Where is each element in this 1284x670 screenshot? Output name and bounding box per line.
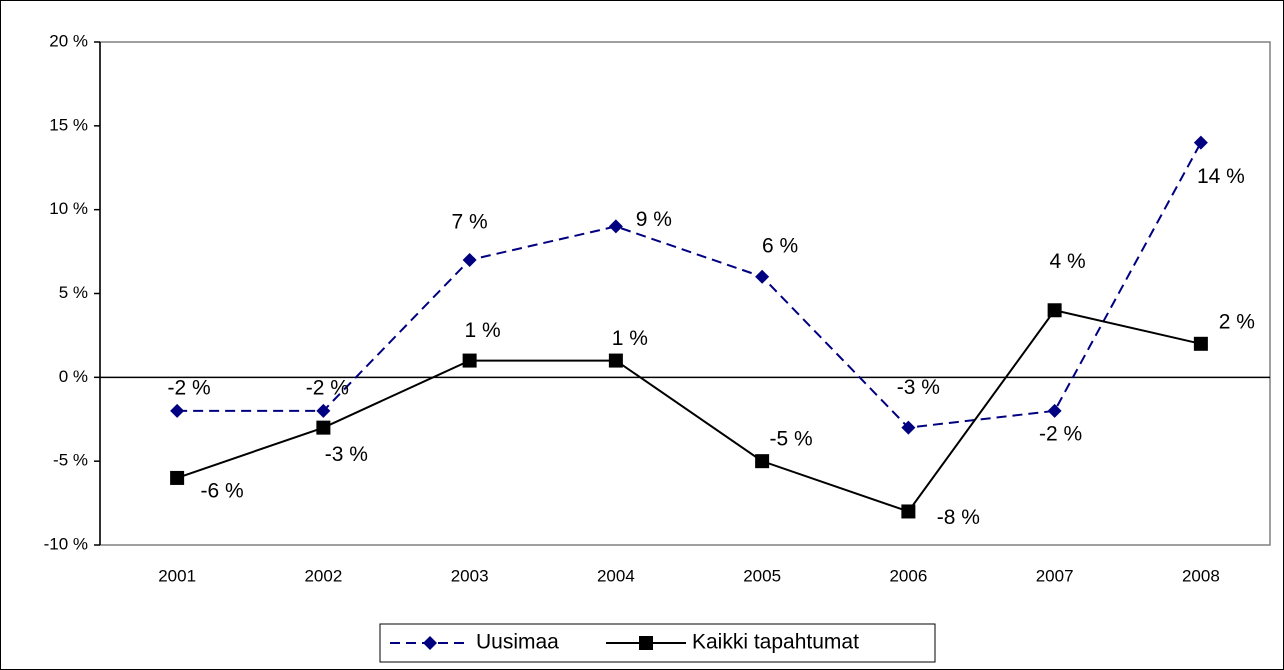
data-point (901, 420, 916, 435)
data-label: -3 % (897, 376, 940, 399)
legend-label: Uusimaa (476, 631, 559, 654)
y-tick-label: 5 % (59, 283, 88, 302)
data-point (1193, 336, 1208, 351)
x-tick-label: 2001 (158, 566, 196, 585)
data-label: -8 % (937, 506, 980, 529)
data-point (1047, 403, 1062, 418)
data-point (170, 403, 185, 418)
data-label: -2 % (1039, 422, 1082, 445)
data-point (608, 219, 623, 234)
y-tick-label: 10 % (49, 199, 88, 218)
x-tick-label: 2004 (597, 566, 635, 585)
data-label: -2 % (168, 376, 211, 399)
data-label: 2 % (1219, 310, 1255, 333)
x-tick-label: 2002 (304, 566, 342, 585)
data-label: 14 % (1197, 165, 1245, 188)
x-tick-label: 2005 (743, 566, 781, 585)
data-point (755, 454, 770, 469)
data-label: -5 % (770, 428, 813, 451)
data-label: 9 % (636, 208, 672, 231)
data-label: -3 % (325, 443, 368, 466)
data-point (316, 403, 331, 418)
data-label: 7 % (452, 211, 488, 234)
data-point (462, 252, 477, 267)
data-point (1193, 135, 1208, 150)
legend-marker (639, 636, 653, 650)
data-point (170, 470, 185, 485)
y-tick-label: 15 % (49, 115, 88, 134)
x-tick-label: 2008 (1182, 566, 1220, 585)
data-point (316, 420, 331, 435)
x-tick-label: 2003 (451, 566, 489, 585)
y-tick-label: 20 % (49, 31, 88, 50)
series-line (177, 142, 1202, 429)
data-label: -2 % (306, 376, 349, 399)
x-tick-label: 2006 (889, 566, 927, 585)
data-point (1047, 303, 1062, 318)
data-label: 4 % (1050, 250, 1086, 273)
data-point (901, 504, 916, 519)
y-tick-label: 0 % (59, 367, 88, 386)
data-label: -6 % (201, 479, 244, 502)
legend-label: Kaikki tapahtumat (692, 631, 859, 654)
data-point (755, 269, 770, 284)
data-label: 6 % (762, 234, 798, 257)
data-point (608, 353, 623, 368)
x-tick-label: 2007 (1036, 566, 1074, 585)
data-label: 1 % (612, 327, 648, 350)
y-tick-label: -5 % (53, 451, 88, 470)
y-tick-label: -10 % (44, 534, 88, 553)
series-line (176, 309, 1202, 513)
data-label: 1 % (465, 319, 501, 342)
legend-marker (423, 636, 437, 650)
data-point (462, 353, 477, 368)
